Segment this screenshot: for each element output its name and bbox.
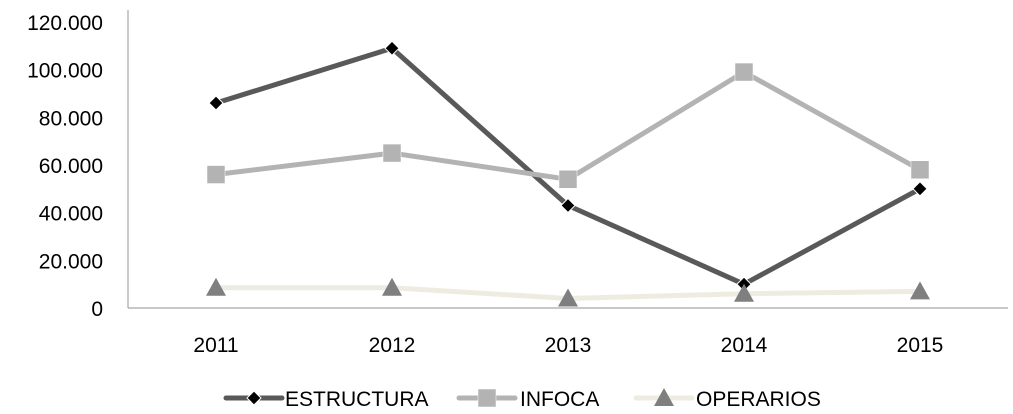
legend-marker [654, 388, 674, 406]
x-tick-label: 2015 [897, 334, 944, 357]
data-point-operarios [558, 288, 578, 307]
y-tick-label: 60.000 [39, 155, 103, 178]
data-point-operarios [382, 277, 402, 296]
legend-marker [477, 388, 497, 408]
y-tick-label: 0 [91, 298, 103, 321]
series-line-estructura [213, 45, 923, 287]
y-tick-label: 80.000 [39, 107, 103, 130]
legend-item-operarios: OPERARIOS [633, 388, 821, 411]
legend-label: ESTRUCTURA [285, 388, 429, 409]
data-point-operarios [206, 277, 226, 296]
y-tick-label: 120.000 [27, 12, 103, 35]
data-point-infoca [382, 143, 402, 163]
x-tick-label: 2014 [721, 334, 768, 357]
legend-item-infoca: INFOCA [456, 388, 599, 411]
data-point-infoca [734, 62, 754, 82]
x-tick-label: 2011 [193, 334, 238, 357]
y-tick-label: 20.000 [39, 250, 103, 273]
y-tick-label: 40.000 [39, 203, 103, 226]
data-point-estructura [912, 181, 928, 197]
data-point-estructura [208, 95, 224, 111]
data-point-operarios [734, 283, 754, 302]
y-tick-label: 100.000 [27, 60, 103, 83]
data-point-operarios [910, 281, 930, 300]
data-point-estructura [560, 197, 576, 214]
legend-item-estructura: ESTRUCTURA [223, 388, 429, 411]
data-point-infoca [558, 170, 578, 189]
legend-label: INFOCA [520, 388, 599, 409]
x-tick-label: 2013 [545, 334, 592, 357]
series-line-infoca [213, 69, 923, 182]
data-point-infoca [910, 160, 930, 180]
legend-label: OPERARIOS [696, 388, 821, 409]
x-tick-label: 2012 [369, 334, 416, 357]
legend-marker [246, 390, 262, 406]
data-point-estructura [384, 40, 400, 56]
data-point-infoca [206, 165, 226, 184]
